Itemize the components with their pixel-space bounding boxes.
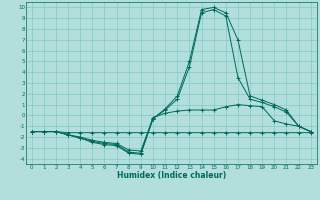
X-axis label: Humidex (Indice chaleur): Humidex (Indice chaleur)	[116, 171, 226, 180]
